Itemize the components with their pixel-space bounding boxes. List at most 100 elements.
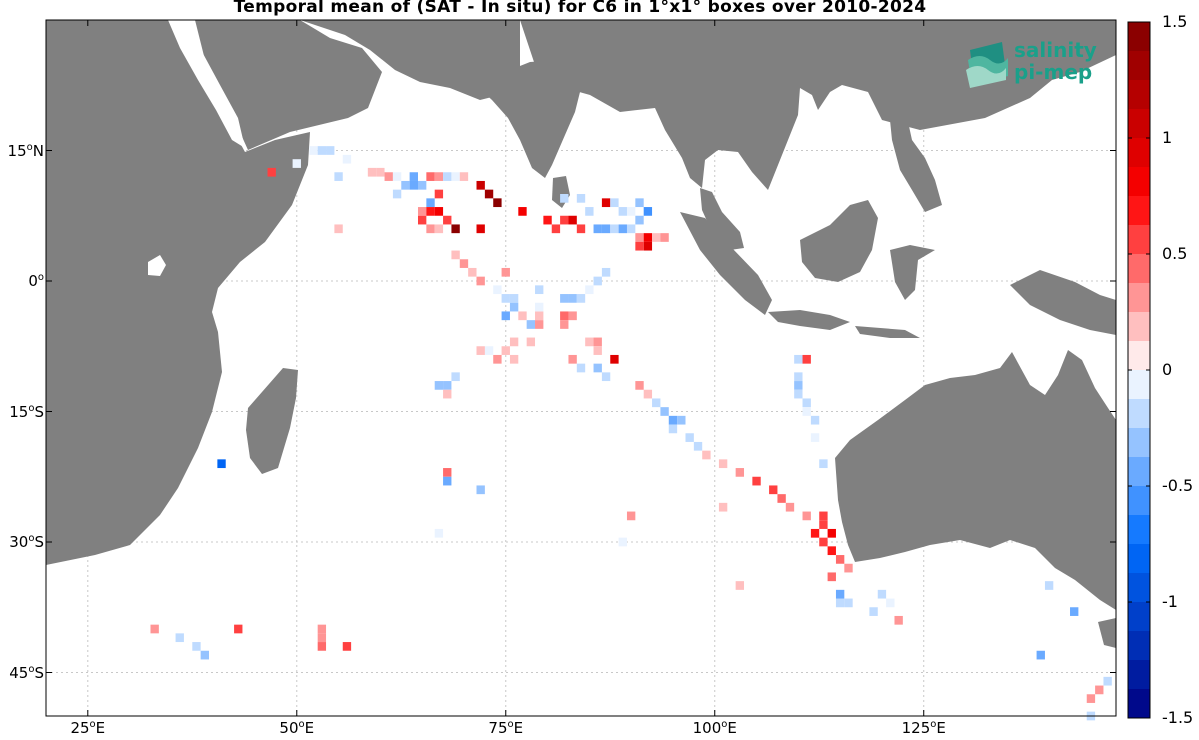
arabia-landmass	[195, 20, 382, 150]
data-box	[693, 441, 703, 451]
asia-landmass	[520, 20, 1116, 190]
data-box	[601, 267, 611, 277]
data-box	[451, 172, 460, 181]
data-box	[1044, 581, 1054, 590]
lat-tick-label: 30oS	[9, 533, 44, 551]
data-box	[618, 224, 627, 234]
data-box	[585, 337, 594, 347]
colorbar-step	[1128, 341, 1150, 371]
data-box	[593, 224, 602, 234]
data-box	[459, 172, 469, 181]
data-box	[493, 354, 502, 364]
lon-tick-label: 75oE	[488, 719, 524, 737]
data-box	[476, 224, 485, 234]
data-box	[668, 415, 678, 425]
data-box	[426, 172, 435, 181]
data-box	[150, 624, 159, 634]
data-box	[476, 485, 485, 495]
data-box	[217, 459, 226, 469]
data-box	[601, 198, 611, 208]
data-box	[468, 267, 477, 277]
data-box	[526, 337, 536, 347]
data-box	[568, 294, 577, 303]
data-box	[635, 233, 644, 242]
data-box	[560, 311, 569, 321]
colorbar-step	[1128, 370, 1150, 400]
colorbar-step	[1128, 428, 1150, 458]
colorbar-step	[1128, 399, 1150, 429]
sulawesi-landmass	[890, 245, 935, 300]
colorbar-step	[1128, 631, 1150, 661]
data-box	[886, 598, 895, 608]
colorbar-tick-label: -0.5	[1162, 476, 1194, 495]
data-box	[234, 624, 243, 634]
data-box	[635, 381, 644, 390]
data-box	[668, 424, 678, 434]
data-box	[509, 337, 519, 347]
data-box	[535, 320, 544, 329]
data-box	[342, 154, 352, 164]
data-box	[535, 285, 544, 295]
data-box	[518, 311, 527, 321]
data-box	[568, 215, 577, 225]
colorbar-step	[1128, 22, 1150, 52]
data-box	[869, 607, 878, 616]
data-box	[568, 354, 577, 364]
data-box	[509, 354, 519, 364]
data-box	[409, 172, 418, 181]
data-box	[610, 224, 619, 234]
colorbar-tick-label: -1.5	[1162, 708, 1194, 727]
data-box	[434, 224, 444, 234]
data-box	[484, 346, 494, 355]
data-box	[794, 354, 803, 364]
data-box	[476, 346, 485, 355]
data-box	[802, 407, 811, 416]
colorbar-tick-label: 0.5	[1162, 244, 1188, 263]
australia-landmass	[835, 350, 1116, 610]
data-box	[827, 528, 836, 538]
colorbar-step	[1128, 660, 1150, 690]
data-box	[560, 320, 569, 329]
data-box	[426, 198, 435, 208]
data-box	[660, 407, 669, 416]
data-box	[777, 494, 786, 503]
data-box	[635, 241, 644, 251]
data-box	[401, 180, 410, 190]
data-box	[643, 207, 653, 216]
axis-ticks	[46, 20, 1116, 716]
lat-tick-label: 15oS	[9, 402, 44, 421]
data-box	[317, 642, 327, 651]
data-box	[685, 433, 694, 442]
data-box	[643, 389, 653, 399]
data-box	[819, 511, 828, 521]
lesser-sunda-landmass	[855, 326, 920, 338]
data-box	[501, 346, 510, 355]
salinity-pimep-logo: salinity pi-mep	[966, 36, 1097, 88]
data-box	[802, 511, 811, 521]
data-box	[501, 294, 510, 303]
data-box	[576, 294, 586, 303]
data-box	[484, 189, 494, 199]
colorbar-tick-label: -1	[1162, 592, 1178, 611]
colorbar-tick-label: 1.5	[1162, 12, 1188, 31]
data-box	[417, 180, 427, 190]
data-box	[794, 372, 803, 382]
data-box	[417, 207, 427, 216]
data-box	[543, 215, 552, 225]
data-box	[267, 167, 276, 177]
data-box	[434, 172, 444, 181]
data-box	[443, 381, 452, 390]
data-box	[652, 398, 661, 408]
data-box	[810, 415, 820, 425]
data-box	[643, 241, 653, 251]
data-box	[509, 302, 519, 312]
figure-title: Temporal mean of (SAT - In situ) for C6 …	[233, 0, 927, 17]
colorbar-step	[1128, 689, 1150, 719]
data-box	[601, 224, 611, 234]
lake-victoria	[148, 255, 166, 276]
data-box	[434, 381, 444, 390]
data-box	[894, 615, 903, 625]
data-box	[819, 520, 828, 529]
data-box	[652, 233, 661, 242]
data-box	[417, 215, 427, 225]
